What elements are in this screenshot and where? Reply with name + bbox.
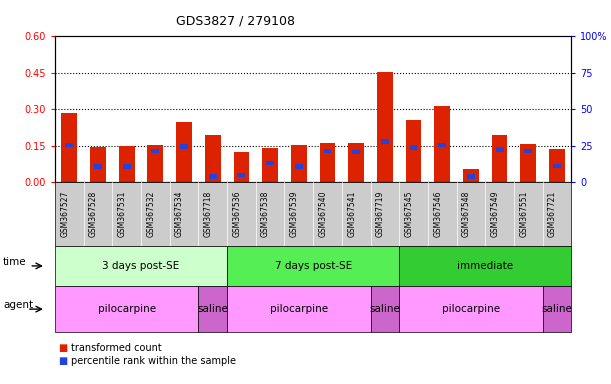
Bar <box>176 122 192 182</box>
Text: GDS3827 / 279108: GDS3827 / 279108 <box>176 15 295 28</box>
Text: immediate: immediate <box>457 261 513 271</box>
Text: GSM367541: GSM367541 <box>347 191 356 237</box>
Bar <box>467 174 475 179</box>
Bar <box>152 149 159 153</box>
Text: GSM367527: GSM367527 <box>60 191 69 237</box>
Text: GSM367718: GSM367718 <box>203 191 213 237</box>
Bar <box>549 149 565 182</box>
Bar <box>233 152 249 182</box>
Bar <box>352 150 360 154</box>
Text: ■: ■ <box>58 356 67 366</box>
Bar <box>62 113 77 182</box>
Text: GSM367545: GSM367545 <box>404 191 414 237</box>
Text: GSM367719: GSM367719 <box>376 191 385 237</box>
Text: GSM367551: GSM367551 <box>519 191 529 237</box>
Text: saline: saline <box>541 304 573 314</box>
Bar <box>463 169 479 182</box>
Bar <box>119 146 134 182</box>
Text: ■: ■ <box>58 343 67 353</box>
Bar <box>524 149 532 154</box>
Bar <box>348 143 364 182</box>
Text: GSM367539: GSM367539 <box>290 191 299 237</box>
Text: GSM367540: GSM367540 <box>318 191 327 237</box>
Bar <box>409 146 417 150</box>
Bar <box>406 121 422 182</box>
Text: GSM367546: GSM367546 <box>433 191 442 237</box>
Bar <box>123 164 131 169</box>
Bar <box>377 72 393 182</box>
Bar <box>65 142 73 147</box>
Text: saline: saline <box>370 304 400 314</box>
Text: pilocarpine: pilocarpine <box>269 304 328 314</box>
Bar <box>492 136 508 182</box>
Bar <box>434 106 450 182</box>
Text: saline: saline <box>197 304 228 314</box>
Bar <box>324 149 331 154</box>
Bar <box>291 145 307 182</box>
Text: GSM367528: GSM367528 <box>89 191 98 237</box>
Bar <box>180 144 188 149</box>
Text: GSM367538: GSM367538 <box>261 191 270 237</box>
Bar <box>438 142 446 147</box>
Text: 7 days post-SE: 7 days post-SE <box>274 261 352 271</box>
Text: GSM367549: GSM367549 <box>491 191 500 237</box>
Text: GSM367532: GSM367532 <box>147 191 155 237</box>
Bar <box>320 143 335 182</box>
Text: 3 days post-SE: 3 days post-SE <box>103 261 180 271</box>
Text: time: time <box>3 257 27 267</box>
Bar <box>262 147 278 182</box>
Bar <box>266 161 274 165</box>
Bar <box>521 144 536 182</box>
Bar <box>94 164 102 169</box>
Text: pilocarpine: pilocarpine <box>98 304 156 314</box>
Bar <box>209 174 217 179</box>
Text: transformed count: transformed count <box>71 343 163 353</box>
Bar <box>205 135 221 182</box>
Bar <box>553 164 561 168</box>
Bar <box>496 147 503 152</box>
Text: GSM367721: GSM367721 <box>548 191 557 237</box>
Bar <box>295 164 302 169</box>
Text: GSM367548: GSM367548 <box>462 191 471 237</box>
Text: GSM367531: GSM367531 <box>118 191 126 237</box>
Text: percentile rank within the sample: percentile rank within the sample <box>71 356 236 366</box>
Text: agent: agent <box>3 300 33 310</box>
Text: pilocarpine: pilocarpine <box>442 304 500 314</box>
Text: GSM367536: GSM367536 <box>232 191 241 237</box>
Text: GSM367534: GSM367534 <box>175 191 184 237</box>
Bar <box>147 145 163 182</box>
Bar <box>381 139 389 144</box>
Bar <box>90 147 106 182</box>
Bar <box>238 173 246 177</box>
